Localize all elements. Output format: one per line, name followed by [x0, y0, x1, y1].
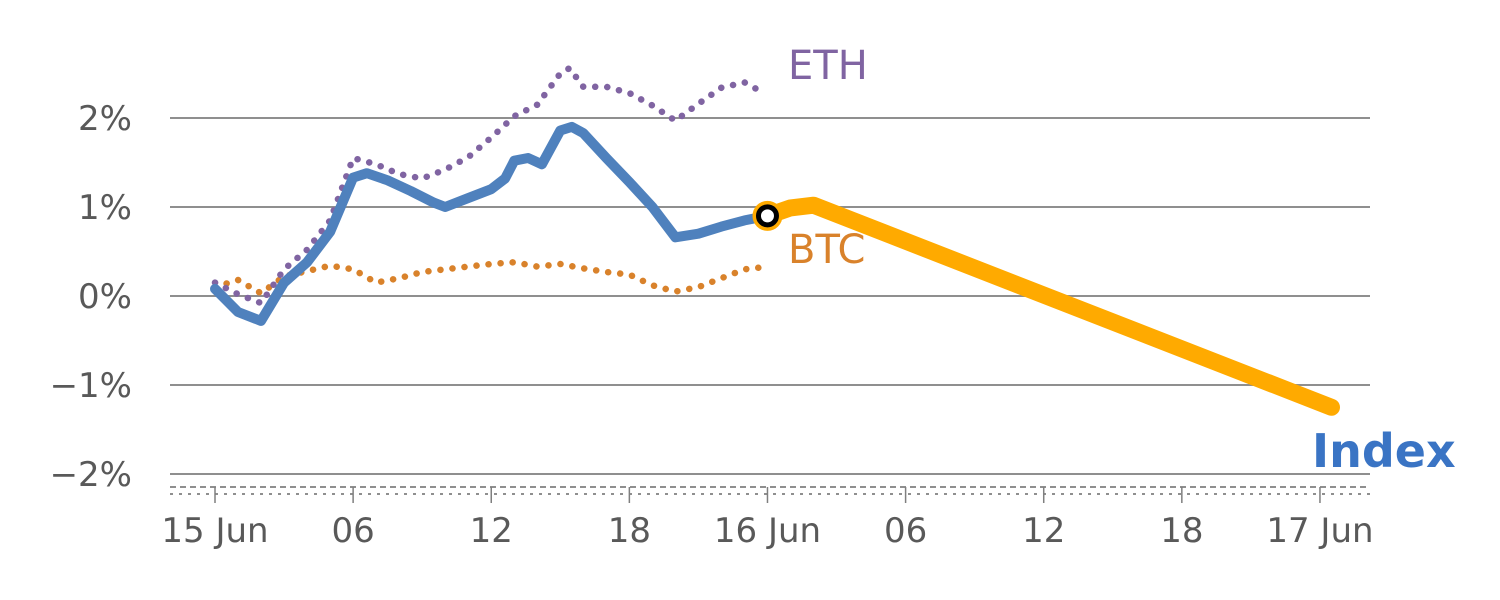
x-tick-label: 15 Jun	[161, 511, 268, 551]
series-line-btc	[211, 258, 764, 297]
x-tick-label: 06	[884, 511, 927, 551]
x-tick-label: 17 Jun	[1266, 511, 1373, 551]
y-tick-label: 1%	[78, 188, 132, 228]
btc-series-label: BTC	[788, 227, 866, 273]
x-tick-label: 12	[470, 511, 513, 551]
y-tick-label: 2%	[78, 99, 132, 139]
x-tick-label: 18	[608, 511, 651, 551]
eth-series-label: ETH	[788, 43, 868, 89]
y-tick-label: −2%	[50, 455, 132, 495]
y-tick-label: −1%	[50, 366, 132, 406]
x-tick-label: 16 Jun	[714, 511, 821, 551]
x-tick-label: 06	[331, 511, 374, 551]
forecast-marker	[755, 204, 779, 228]
x-tick-label: 12	[1022, 511, 1065, 551]
series-line-eth	[211, 64, 764, 307]
y-tick-label: 0%	[78, 277, 132, 317]
x-tick-label: 18	[1160, 511, 1203, 551]
series-line-index-history	[210, 121, 773, 326]
index-series-label: Index	[1312, 424, 1456, 478]
